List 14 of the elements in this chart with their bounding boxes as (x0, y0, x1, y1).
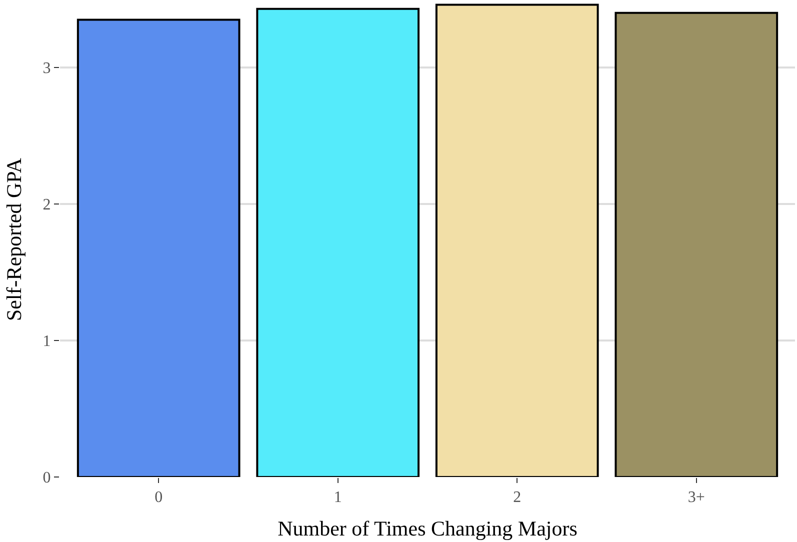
y-tick-label: 1 (42, 333, 51, 350)
bar (614, 12, 778, 477)
bar (76, 18, 240, 477)
x-axis-title: Number of Times Changing Majors (278, 516, 578, 540)
bar (256, 8, 420, 477)
y-tick-label: 2 (42, 196, 51, 214)
x-tick-label: 3+ (688, 489, 705, 506)
y-axis-title: Self-Reported GPA (2, 157, 26, 322)
x-tick-label: 0 (154, 489, 163, 506)
bar (435, 4, 599, 477)
x-tick-label: 2 (513, 489, 522, 506)
y-tick-label: 0 (42, 470, 51, 487)
y-tick-label: 3 (42, 60, 51, 78)
x-tick-label: 1 (334, 489, 342, 506)
